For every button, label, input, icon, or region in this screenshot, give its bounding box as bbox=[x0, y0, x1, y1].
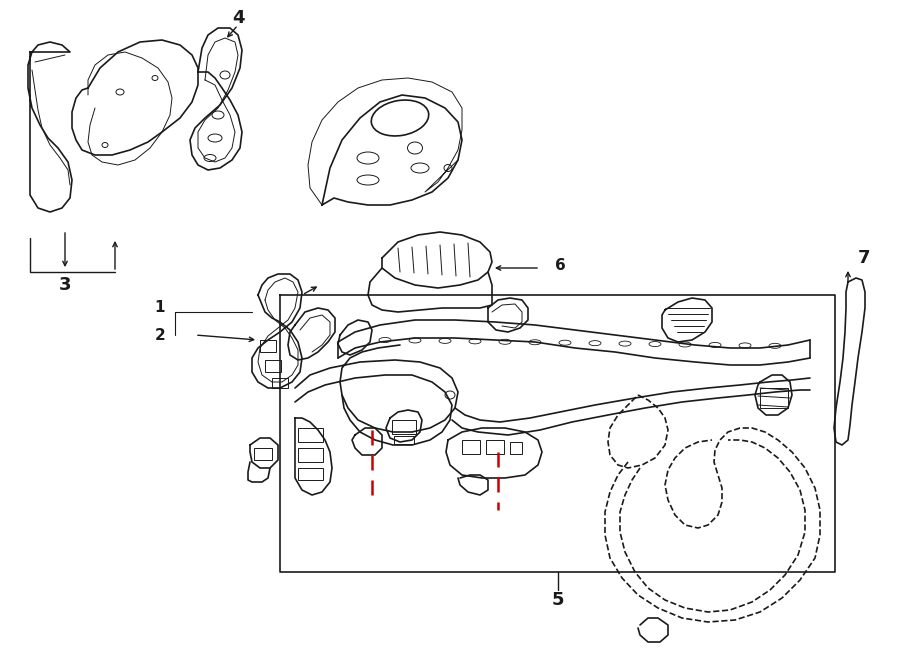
Bar bbox=[254, 448, 272, 460]
Bar bbox=[260, 340, 276, 352]
Text: 4: 4 bbox=[232, 9, 244, 27]
Text: 7: 7 bbox=[858, 249, 870, 267]
Bar bbox=[298, 468, 323, 480]
Bar bbox=[392, 420, 416, 434]
Bar bbox=[510, 442, 522, 454]
Text: 2: 2 bbox=[154, 327, 165, 342]
Text: 3: 3 bbox=[58, 276, 71, 294]
Bar bbox=[265, 360, 281, 372]
Bar bbox=[486, 440, 504, 454]
Bar bbox=[760, 388, 788, 408]
Bar bbox=[272, 378, 288, 388]
Bar bbox=[298, 448, 323, 462]
Text: 6: 6 bbox=[555, 258, 566, 272]
Text: 1: 1 bbox=[155, 301, 165, 315]
Bar bbox=[462, 440, 480, 454]
Text: 5: 5 bbox=[552, 591, 564, 609]
Bar bbox=[298, 428, 323, 442]
Bar bbox=[394, 436, 414, 444]
